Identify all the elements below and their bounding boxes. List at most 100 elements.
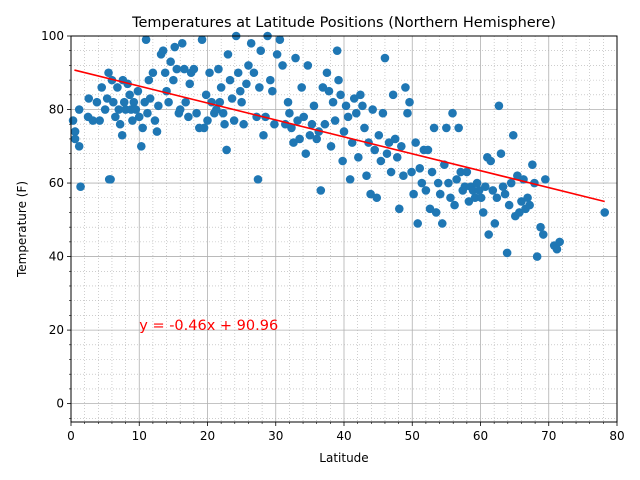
data-point bbox=[390, 134, 400, 144]
data-point bbox=[600, 208, 610, 217]
data-point bbox=[442, 123, 451, 133]
data-point bbox=[312, 134, 322, 144]
data-point bbox=[462, 167, 472, 177]
data-point bbox=[249, 68, 259, 78]
regression-line bbox=[74, 69, 605, 203]
data-point bbox=[399, 171, 408, 180]
data-point bbox=[212, 105, 221, 114]
gridlines bbox=[70, 35, 618, 422]
data-point bbox=[506, 178, 516, 188]
data-point bbox=[214, 64, 223, 74]
data-point bbox=[111, 112, 120, 122]
data-point bbox=[411, 138, 420, 147]
data-point bbox=[270, 119, 279, 129]
data-point bbox=[113, 83, 122, 92]
data-point bbox=[104, 68, 113, 78]
data-point bbox=[184, 112, 193, 122]
data-point bbox=[141, 35, 151, 44]
data-point bbox=[508, 130, 518, 140]
data-point bbox=[181, 97, 190, 107]
data-point bbox=[203, 116, 212, 125]
data-point bbox=[133, 86, 143, 96]
data-point bbox=[413, 219, 423, 228]
data-point bbox=[536, 222, 545, 232]
data-point bbox=[494, 101, 504, 111]
y-tick-label: 100 bbox=[41, 29, 64, 43]
data-point bbox=[328, 97, 338, 107]
data-point bbox=[480, 182, 490, 192]
data-point bbox=[117, 130, 127, 140]
data-point bbox=[316, 186, 326, 195]
data-point bbox=[95, 116, 104, 125]
data-point bbox=[265, 75, 275, 85]
data-point bbox=[170, 42, 180, 52]
data-point bbox=[423, 145, 433, 155]
data-point bbox=[336, 90, 345, 100]
data-point bbox=[356, 90, 365, 100]
data-point bbox=[380, 53, 390, 63]
data-point bbox=[358, 101, 367, 111]
data-point bbox=[394, 204, 404, 214]
data-point bbox=[216, 83, 226, 92]
data-point bbox=[143, 108, 152, 118]
data-point bbox=[488, 186, 498, 195]
x-tick-label: 40 bbox=[336, 429, 351, 443]
y-tick-label: 0 bbox=[56, 397, 64, 411]
data-point bbox=[454, 123, 463, 133]
x-tick-label: 30 bbox=[268, 429, 283, 443]
data-point bbox=[376, 156, 386, 166]
data-point bbox=[500, 189, 510, 199]
data-point bbox=[287, 123, 296, 133]
data-point bbox=[106, 175, 115, 184]
data-point bbox=[351, 108, 361, 118]
regression-line-layer bbox=[74, 69, 605, 203]
data-point bbox=[100, 105, 110, 114]
data-point bbox=[347, 138, 357, 147]
data-point bbox=[450, 200, 459, 210]
data-point bbox=[255, 83, 264, 92]
data-point bbox=[446, 193, 455, 203]
data-point bbox=[285, 108, 294, 118]
data-point bbox=[301, 149, 311, 158]
data-point bbox=[401, 83, 410, 92]
data-point bbox=[354, 153, 363, 162]
data-point bbox=[427, 167, 437, 177]
regression-equation-label: y = -0.46x + 90.96 bbox=[139, 318, 278, 334]
data-point bbox=[92, 97, 102, 107]
data-points bbox=[68, 31, 610, 261]
data-point bbox=[470, 193, 480, 203]
axis-ticks: 0 10 20 30 40 50 60 70 80 0 20 40 60 80 100 bbox=[41, 29, 625, 443]
data-point bbox=[114, 105, 124, 114]
data-point bbox=[185, 79, 195, 89]
data-point bbox=[403, 108, 412, 118]
data-point bbox=[324, 86, 334, 96]
data-point bbox=[201, 90, 211, 100]
data-point bbox=[222, 145, 231, 155]
data-point bbox=[409, 189, 418, 199]
data-point bbox=[148, 68, 158, 78]
data-point bbox=[326, 141, 336, 151]
data-point bbox=[421, 186, 431, 195]
data-point bbox=[405, 97, 414, 107]
data-point bbox=[345, 175, 355, 184]
data-point bbox=[131, 105, 141, 114]
data-point bbox=[433, 178, 443, 188]
data-point bbox=[468, 186, 478, 195]
data-point bbox=[378, 108, 388, 118]
data-point bbox=[253, 175, 263, 184]
data-point bbox=[415, 164, 425, 173]
y-tick-label: 60 bbox=[49, 176, 64, 190]
data-point bbox=[437, 219, 447, 228]
data-point bbox=[70, 127, 80, 136]
data-point bbox=[307, 119, 317, 129]
x-tick-label: 80 bbox=[609, 429, 624, 443]
data-point bbox=[303, 61, 313, 70]
data-point bbox=[154, 101, 163, 111]
data-point bbox=[242, 79, 251, 89]
data-point bbox=[220, 119, 229, 129]
data-point bbox=[74, 141, 84, 151]
data-point bbox=[444, 178, 453, 188]
data-point bbox=[199, 123, 209, 133]
data-point bbox=[128, 116, 137, 125]
